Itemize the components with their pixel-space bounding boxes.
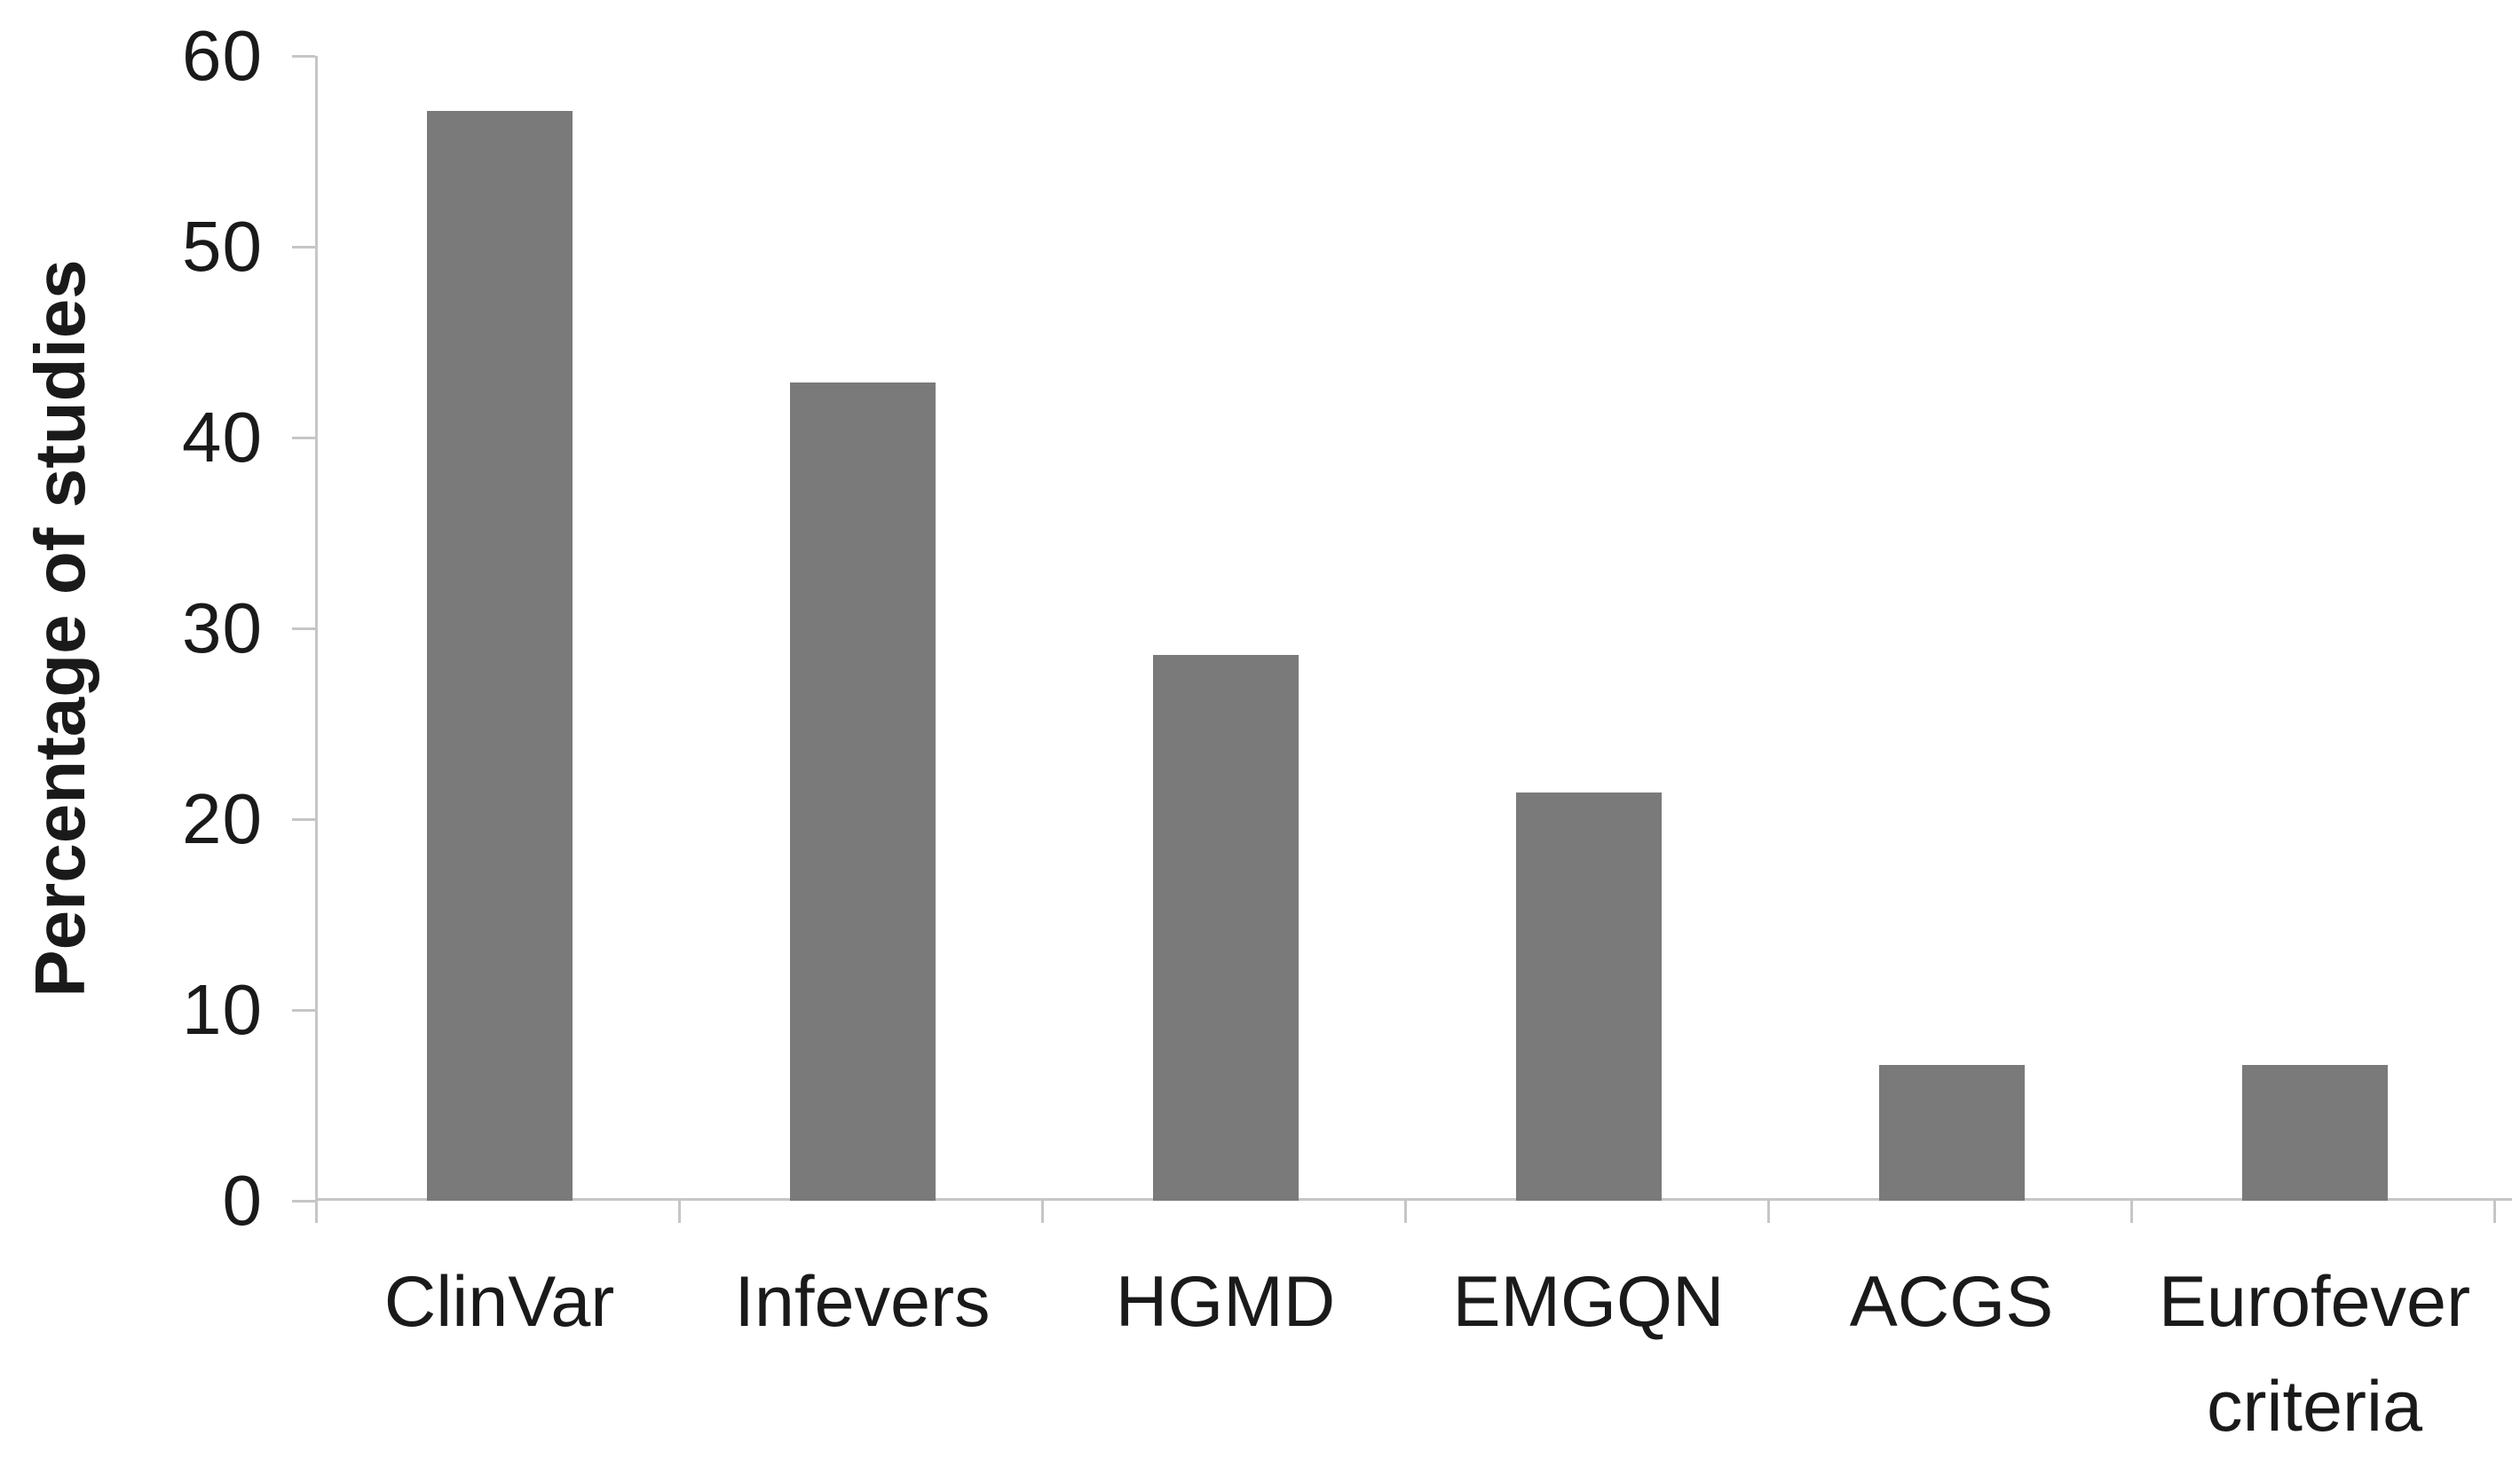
x-category-label-acgs: ACGS [1849, 1262, 2054, 1342]
bar-eurofever-criteria [2241, 1065, 2388, 1201]
y-axis-line [315, 56, 318, 1223]
x-axis-tick [1041, 1201, 1044, 1223]
x-axis-tick [2493, 1201, 2496, 1223]
x-category-label-hgmd: HGMD [1115, 1262, 1336, 1342]
y-tick-label: 60 [182, 16, 263, 95]
x-axis-line [318, 1198, 2512, 1201]
x-category-label-emgqn: EMGQN [1452, 1262, 1725, 1342]
bar-emgqn [1515, 793, 1662, 1201]
bar-acgs [1878, 1065, 2025, 1201]
x-axis-tick [1767, 1201, 1770, 1223]
y-axis-tick [292, 1199, 315, 1203]
x-category-label-clinvar: ClinVar [383, 1262, 615, 1342]
bar-clinvar [426, 111, 573, 1201]
y-axis-tick [292, 817, 315, 821]
y-tick-label: 10 [182, 970, 263, 1049]
y-tick-label: 0 [222, 1161, 263, 1240]
y-axis-tick [292, 1008, 315, 1012]
y-axis-tick [292, 627, 315, 630]
y-tick-label: 30 [182, 588, 263, 667]
y-tick-label: 20 [182, 779, 263, 858]
x-axis-tick [678, 1201, 681, 1223]
y-tick-label: 50 [182, 207, 263, 286]
x-axis-tick [1404, 1201, 1407, 1223]
x-axis-tick [2130, 1201, 2133, 1223]
y-axis-tick [292, 436, 315, 439]
bar-infevers [789, 382, 936, 1201]
x-category-label-infevers: Infevers [734, 1262, 991, 1342]
bar-hgmd [1152, 655, 1299, 1201]
y-tick-label: 40 [182, 398, 263, 477]
y-axis-tick [292, 54, 315, 58]
y-axis-tick [292, 245, 315, 248]
x-category-label-eurofever-criteria: Eurofever criteria [2158, 1262, 2471, 1447]
